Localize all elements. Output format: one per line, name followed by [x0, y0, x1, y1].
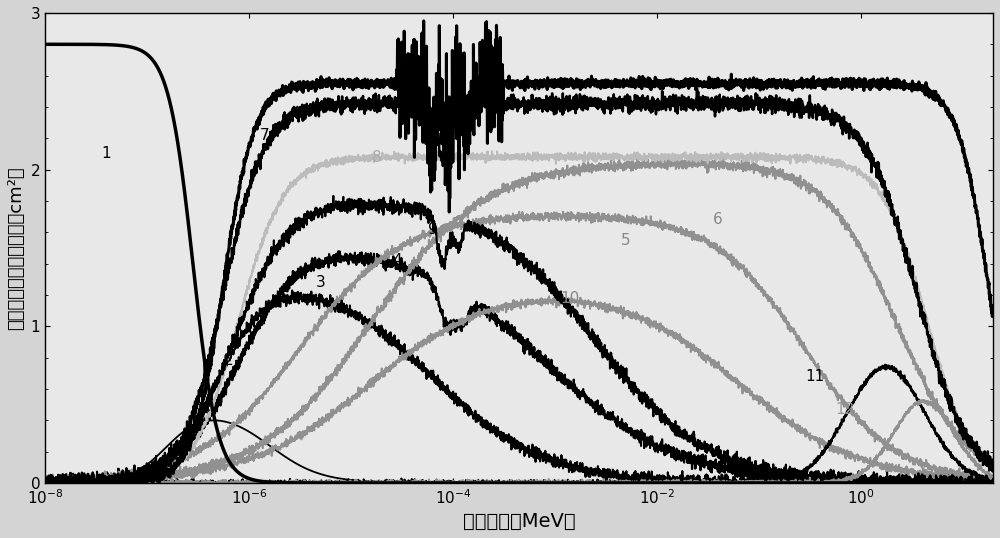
Text: 11: 11	[805, 369, 824, 384]
X-axis label: 中子能量（MeV）: 中子能量（MeV）	[463, 512, 575, 531]
Text: 2: 2	[224, 353, 233, 368]
Text: 8: 8	[372, 150, 381, 165]
Text: 3: 3	[315, 275, 325, 290]
Text: 5: 5	[621, 232, 631, 247]
Text: 4: 4	[392, 253, 402, 268]
Text: 12: 12	[836, 402, 855, 417]
Text: 10: 10	[560, 291, 580, 306]
Text: 1: 1	[101, 146, 111, 161]
Text: 7: 7	[259, 128, 269, 143]
Text: 6: 6	[713, 213, 723, 227]
Y-axis label: 对单位注量中子的响应（cm²）: 对单位注量中子的响应（cm²）	[7, 166, 25, 330]
Text: 9: 9	[428, 222, 437, 237]
